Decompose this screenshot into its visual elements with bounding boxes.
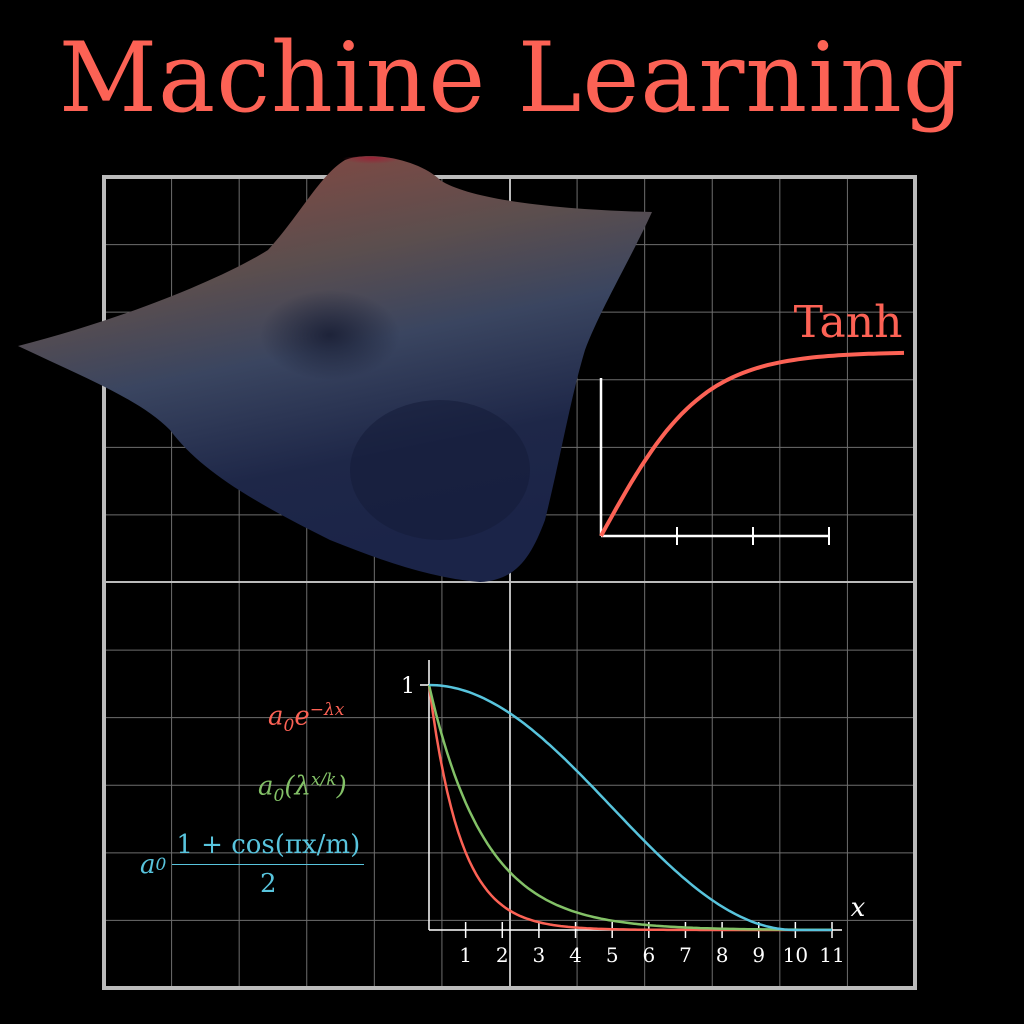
formula-power: a0(λx/k) bbox=[258, 770, 347, 806]
decay-x-tick-label: 2 bbox=[496, 943, 509, 967]
formula-exponent: x/k bbox=[310, 770, 337, 790]
decay-x-tick-label: 9 bbox=[752, 943, 765, 967]
decay-chart: 1 1 2 3 4 5 6 7 8 9 10 11 x bbox=[401, 660, 866, 967]
decay-curve bbox=[427, 684, 832, 932]
formula-exponential: a0e−λx bbox=[268, 700, 344, 736]
decay-y-tick-label: 1 bbox=[401, 674, 415, 699]
decay-x-tick-label: 1 bbox=[459, 943, 472, 967]
formula-numerator: 1 + cos(πx/m) bbox=[172, 830, 365, 865]
decay-curves bbox=[427, 683, 832, 932]
tanh-chart: Tanh bbox=[599, 297, 905, 545]
formula-base: e bbox=[294, 701, 310, 732]
formula-coef: a bbox=[268, 701, 284, 732]
formula-exponent: −λx bbox=[309, 700, 345, 720]
formula-coef: a bbox=[258, 771, 274, 802]
formula-fraction: 1 + cos(πx/m) 2 bbox=[172, 830, 365, 899]
page-title: Machine Learning bbox=[58, 22, 966, 134]
formula-close-paren: ) bbox=[336, 771, 347, 802]
decay-x-tick-label: 6 bbox=[642, 943, 655, 967]
decay-curve bbox=[427, 684, 832, 932]
decay-x-tick-label: 8 bbox=[716, 943, 729, 967]
decay-x-tick-label: 10 bbox=[783, 943, 808, 967]
formula-subscript: 0 bbox=[273, 785, 285, 806]
formula-subscript: 0 bbox=[155, 854, 167, 875]
decay-x-tick-label: 4 bbox=[569, 943, 582, 967]
formula-denominator: 2 bbox=[260, 869, 277, 899]
decay-x-tick-label: 11 bbox=[819, 943, 844, 967]
decay-x-tick-label: 5 bbox=[606, 943, 619, 967]
tanh-label: Tanh bbox=[794, 297, 903, 348]
loss-surface bbox=[18, 156, 652, 582]
decay-x-axis-label: x bbox=[851, 893, 866, 923]
decay-x-ticks: 1 2 3 4 5 6 7 8 9 10 11 bbox=[459, 922, 845, 967]
decay-curve bbox=[428, 683, 832, 932]
formula-coef: a bbox=[140, 849, 156, 880]
decay-x-tick-label: 3 bbox=[533, 943, 546, 967]
tanh-curve bbox=[599, 350, 905, 537]
formula-subscript: 0 bbox=[283, 715, 295, 736]
formula-body: (λ bbox=[284, 771, 311, 802]
decay-x-tick-label: 7 bbox=[679, 943, 692, 967]
